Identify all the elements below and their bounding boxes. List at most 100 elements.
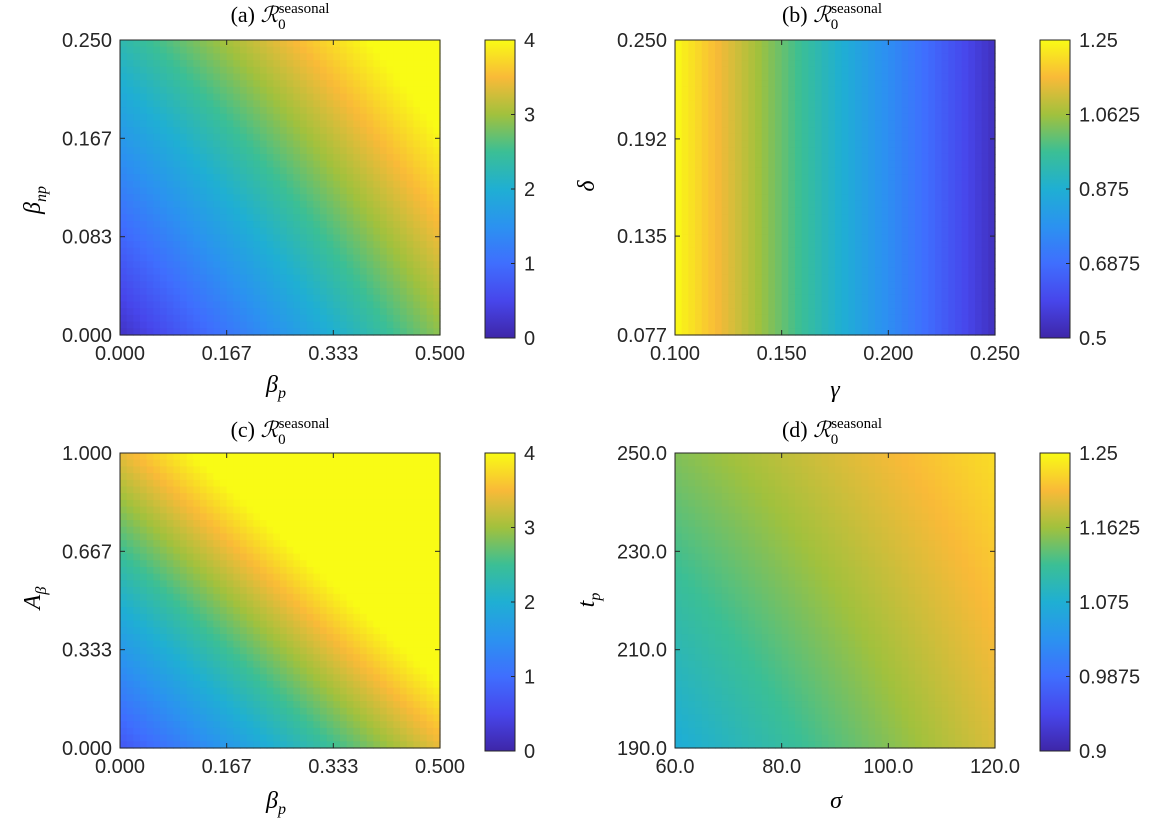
heatmap-cell <box>206 301 214 309</box>
heatmap-cell <box>433 479 441 488</box>
heatmap-cell <box>420 294 428 303</box>
heatmap-cell <box>293 194 301 202</box>
heatmap-cell <box>801 247 809 256</box>
heatmap-cell <box>935 160 943 168</box>
heatmap-cell <box>313 194 321 202</box>
heatmap-cell <box>146 486 154 494</box>
heatmap-cell <box>240 466 248 474</box>
heatmap-cell <box>420 53 428 61</box>
heatmap-cell <box>901 221 909 229</box>
heatmap-cell <box>728 160 736 168</box>
heatmap-cell <box>928 113 936 122</box>
heatmap-cell <box>928 66 936 75</box>
heatmap-cell <box>981 314 989 323</box>
heatmap-cell <box>715 133 723 142</box>
heatmap-cell <box>895 80 903 88</box>
heatmap-cell <box>801 254 809 262</box>
heatmap-cell <box>975 180 983 189</box>
heatmap-cell <box>333 241 341 249</box>
heatmap-cell <box>808 160 816 168</box>
heatmap-cell <box>300 194 308 202</box>
heatmap-cell <box>320 526 328 535</box>
heatmap-cell <box>346 533 354 541</box>
heatmap-cell <box>360 167 368 175</box>
heatmap-cell <box>741 46 749 54</box>
heatmap-cell <box>875 174 883 182</box>
heatmap-cell <box>153 46 161 54</box>
heatmap-cell <box>961 113 969 122</box>
heatmap-cell <box>781 288 789 296</box>
heatmap-cell <box>721 174 729 182</box>
heatmap-cell <box>300 499 308 508</box>
heatmap-cell <box>220 127 228 135</box>
heatmap-cell <box>246 53 254 61</box>
heatmap-cell <box>808 127 816 135</box>
heatmap-cell <box>888 167 896 175</box>
heatmap-cell <box>721 107 729 115</box>
colorbar-tick-label: 0.6875 <box>1079 254 1140 276</box>
heatmap-cell <box>166 153 174 162</box>
heatmap-cell <box>393 486 401 494</box>
heatmap-cell <box>173 274 181 282</box>
heatmap-cell <box>280 486 288 494</box>
heatmap-cell <box>333 214 341 222</box>
heatmap-cell <box>300 227 308 236</box>
heatmap-cell <box>908 207 916 215</box>
heatmap-cell <box>126 207 134 215</box>
heatmap-cell <box>841 140 849 148</box>
heatmap-cell <box>701 40 709 48</box>
heatmap-cell <box>741 127 749 135</box>
heatmap-cell <box>715 100 723 108</box>
heatmap-cell <box>200 153 208 162</box>
heatmap-cell <box>413 127 421 135</box>
heatmap-cell <box>226 167 234 175</box>
heatmap-cell <box>901 167 909 175</box>
heatmap-cell <box>928 60 936 68</box>
heatmap-cell <box>353 513 361 521</box>
heatmap-cell <box>306 267 314 276</box>
heatmap-cell <box>695 321 703 329</box>
heatmap-cell <box>941 147 949 155</box>
heatmap-cell <box>126 66 134 75</box>
heatmap-cell <box>921 207 929 215</box>
heatmap-cell <box>848 200 856 209</box>
heatmap-cell <box>313 187 321 195</box>
heatmap-cell <box>126 200 134 209</box>
heatmap-cell <box>955 247 963 256</box>
heatmap-cell <box>406 153 414 162</box>
heatmap-cell <box>841 86 849 95</box>
heatmap-cell <box>728 100 736 108</box>
heatmap-cell <box>788 180 796 189</box>
heatmap-cell <box>781 254 789 262</box>
heatmap-cell <box>908 241 916 249</box>
heatmap-cell <box>386 540 394 548</box>
heatmap-cell <box>795 200 803 209</box>
heatmap-cell <box>801 207 809 215</box>
colorbar-tick-label: 1 <box>524 254 535 276</box>
heatmap-cell <box>841 167 849 175</box>
heatmap-cell <box>808 53 816 61</box>
heatmap-cell <box>253 321 261 329</box>
heatmap-cell <box>393 466 401 474</box>
heatmap-cell <box>220 288 228 296</box>
heatmap-cell <box>688 234 696 242</box>
heatmap-cell <box>180 321 188 329</box>
heatmap-cell <box>420 153 428 162</box>
heatmap-cell <box>908 147 916 155</box>
heatmap-cell <box>675 234 683 242</box>
heatmap-cell <box>908 100 916 108</box>
heatmap-cell <box>821 174 829 182</box>
heatmap-cell <box>246 314 254 323</box>
heatmap-cell <box>875 167 883 175</box>
heatmap-cell <box>955 214 963 222</box>
heatmap-cell <box>775 214 783 222</box>
heatmap-cell <box>968 314 976 323</box>
heatmap-cell <box>126 120 134 128</box>
heatmap-cell <box>915 120 923 128</box>
heatmap-cell <box>908 66 916 75</box>
heatmap-cell <box>186 167 194 175</box>
heatmap-cell <box>333 453 341 461</box>
heatmap-cell <box>808 200 816 209</box>
heatmap-cell <box>340 314 348 323</box>
heatmap-cell <box>380 247 388 256</box>
